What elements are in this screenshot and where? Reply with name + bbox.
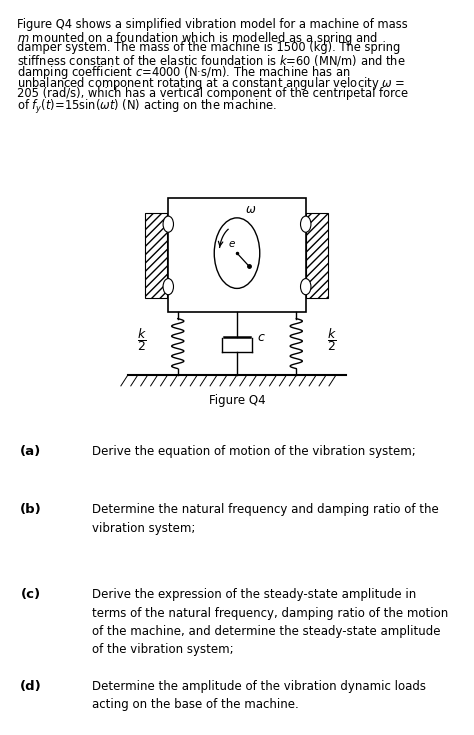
Text: $e$: $e$ xyxy=(228,239,236,248)
Circle shape xyxy=(163,216,173,232)
Text: Figure Q4: Figure Q4 xyxy=(209,394,265,407)
Text: Derive the expression of the steady-state amplitude in
terms of the natural freq: Derive the expression of the steady-stat… xyxy=(92,588,449,656)
Text: Derive the equation of motion of the vibration system;: Derive the equation of motion of the vib… xyxy=(92,445,416,458)
Circle shape xyxy=(301,279,311,295)
Text: (d): (d) xyxy=(20,680,42,693)
Text: $\dfrac{k}{2}$: $\dfrac{k}{2}$ xyxy=(137,326,147,354)
Text: damping coefficient $c$=4000 (N·s/m). The machine has an: damping coefficient $c$=4000 (N·s/m). Th… xyxy=(17,64,350,81)
Text: (a): (a) xyxy=(20,445,41,458)
Text: Figure Q4 shows a simplified vibration model for a machine of mass: Figure Q4 shows a simplified vibration m… xyxy=(17,18,407,32)
Text: $m$ mounted on a foundation which is modelled as a spring and: $m$ mounted on a foundation which is mod… xyxy=(17,30,378,47)
Bar xyxy=(168,198,306,312)
Text: 205 (rad/s), which has a vertical component of the centripetal force: 205 (rad/s), which has a vertical compon… xyxy=(17,87,408,100)
Text: $\omega$: $\omega$ xyxy=(245,203,256,215)
Text: of $f_y(t)$=15sin($\omega t$) (N) acting on the machine.: of $f_y(t)$=15sin($\omega t$) (N) acting… xyxy=(17,98,276,116)
Text: Determine the amplitude of the vibration dynamic loads
acting on the base of the: Determine the amplitude of the vibration… xyxy=(92,680,427,711)
Text: unbalanced component rotating at a constant angular velocity $\omega$ =: unbalanced component rotating at a const… xyxy=(17,76,405,93)
Text: (b): (b) xyxy=(20,503,42,517)
Text: damper system. The mass of the machine is 1500 (kg). The spring: damper system. The mass of the machine i… xyxy=(17,41,400,54)
Bar xyxy=(145,213,167,298)
Circle shape xyxy=(163,279,173,295)
Text: (c): (c) xyxy=(21,588,41,601)
Text: Determine the natural frequency and damping ratio of the
vibration system;: Determine the natural frequency and damp… xyxy=(92,503,439,535)
Text: stiffness constant of the elastic foundation is $k$=60 (MN/m) and the: stiffness constant of the elastic founda… xyxy=(17,53,405,68)
Ellipse shape xyxy=(214,218,260,288)
Text: $\dfrac{k}{2}$: $\dfrac{k}{2}$ xyxy=(327,326,337,354)
Text: $c$: $c$ xyxy=(257,331,266,344)
Bar xyxy=(306,213,328,298)
Circle shape xyxy=(301,216,311,232)
